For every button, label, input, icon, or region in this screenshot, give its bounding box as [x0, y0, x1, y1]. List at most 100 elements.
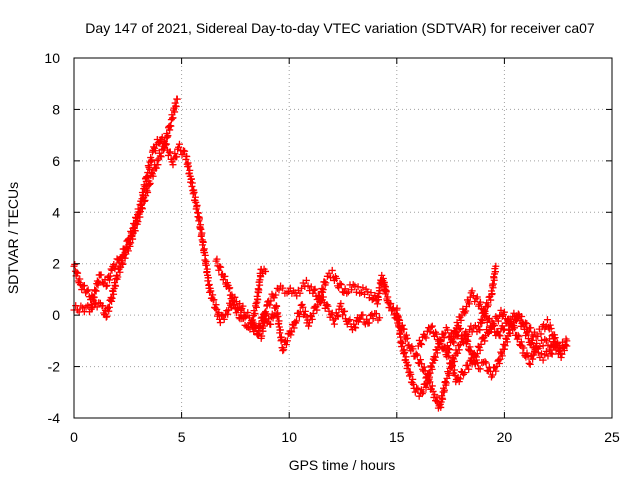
data-point: [311, 285, 319, 293]
data-point: [444, 326, 452, 334]
data-point: [528, 336, 536, 344]
data-point: [477, 340, 485, 348]
data-point: [491, 322, 499, 330]
data-point: [84, 302, 92, 310]
data-point: [476, 326, 484, 334]
data-point: [433, 393, 441, 401]
data-point: [323, 301, 331, 309]
data-point: [359, 311, 367, 319]
y-tick-label: 2: [52, 256, 60, 272]
data-point: [122, 243, 130, 251]
data-marks: [70, 95, 571, 412]
data-point: [190, 188, 198, 196]
data-point: [244, 309, 252, 317]
data-point: [560, 346, 568, 354]
data-point: [198, 229, 206, 237]
data-point: [286, 327, 294, 335]
data-point: [146, 179, 154, 187]
data-point: [261, 309, 269, 317]
data-point: [114, 273, 122, 281]
data-point: [515, 311, 523, 319]
data-point: [116, 268, 124, 276]
data-point: [255, 286, 263, 294]
data-point: [302, 276, 310, 284]
data-point: [375, 296, 383, 304]
data-point: [194, 209, 202, 217]
data-point: [368, 296, 376, 304]
data-point: [520, 320, 528, 328]
data-point: [527, 324, 535, 332]
data-point: [365, 319, 373, 327]
data-point: [496, 332, 504, 340]
data-point: [503, 338, 511, 346]
y-tick-label: -4: [48, 410, 61, 426]
data-point: [462, 307, 470, 315]
data-point: [402, 331, 410, 339]
data-point: [380, 278, 388, 286]
data-point: [476, 365, 484, 373]
data-point: [267, 320, 275, 328]
data-point: [421, 367, 429, 375]
data-point: [227, 295, 235, 303]
data-point: [83, 287, 91, 295]
data-point: [169, 114, 177, 122]
data-point: [169, 161, 177, 169]
data-point: [436, 336, 444, 344]
data-point: [561, 341, 569, 349]
data-point: [413, 384, 421, 392]
data-point: [158, 133, 166, 141]
data-point: [495, 331, 503, 339]
data-point: [418, 340, 426, 348]
data-point: [480, 306, 488, 314]
data-point: [195, 215, 203, 223]
data-point: [239, 302, 247, 310]
data-point: [125, 239, 133, 247]
data-point: [413, 351, 421, 359]
data-point: [267, 297, 275, 305]
data-point: [551, 334, 559, 342]
data-point: [523, 349, 531, 357]
data-point: [426, 369, 434, 377]
data-point: [157, 153, 165, 161]
data-point: [187, 175, 195, 183]
data-point: [118, 253, 126, 261]
data-point: [464, 337, 472, 345]
data-point: [367, 289, 375, 297]
data-point: [533, 343, 541, 351]
data-point: [357, 289, 365, 297]
data-point: [92, 287, 100, 295]
data-point: [323, 272, 331, 280]
data-point: [517, 338, 525, 346]
data-point: [395, 323, 403, 331]
data-point: [84, 286, 92, 294]
data-point: [166, 148, 174, 156]
data-point: [489, 371, 497, 379]
data-point: [394, 313, 402, 321]
data-point: [403, 334, 411, 342]
data-point: [248, 317, 256, 325]
data-point: [201, 251, 209, 259]
y-axis-label: SDTVAR / TECUs: [5, 182, 21, 294]
data-point: [500, 345, 508, 353]
data-point: [373, 300, 381, 308]
data-point: [376, 314, 384, 322]
data-point: [376, 287, 384, 295]
data-point: [149, 172, 157, 180]
data-point: [449, 337, 457, 345]
data-point: [442, 379, 450, 387]
data-point: [485, 328, 493, 336]
data-point: [203, 265, 211, 273]
data-point: [418, 390, 426, 398]
data-point: [349, 281, 357, 289]
data-point: [548, 350, 556, 358]
data-point: [301, 307, 309, 315]
data-point: [363, 315, 371, 323]
data-point: [472, 356, 480, 364]
data-point: [542, 347, 550, 355]
data-point: [439, 395, 447, 403]
data-point: [468, 287, 476, 295]
data-point: [431, 353, 439, 361]
data-point: [539, 356, 547, 364]
data-point: [440, 386, 448, 394]
data-point: [483, 318, 491, 326]
